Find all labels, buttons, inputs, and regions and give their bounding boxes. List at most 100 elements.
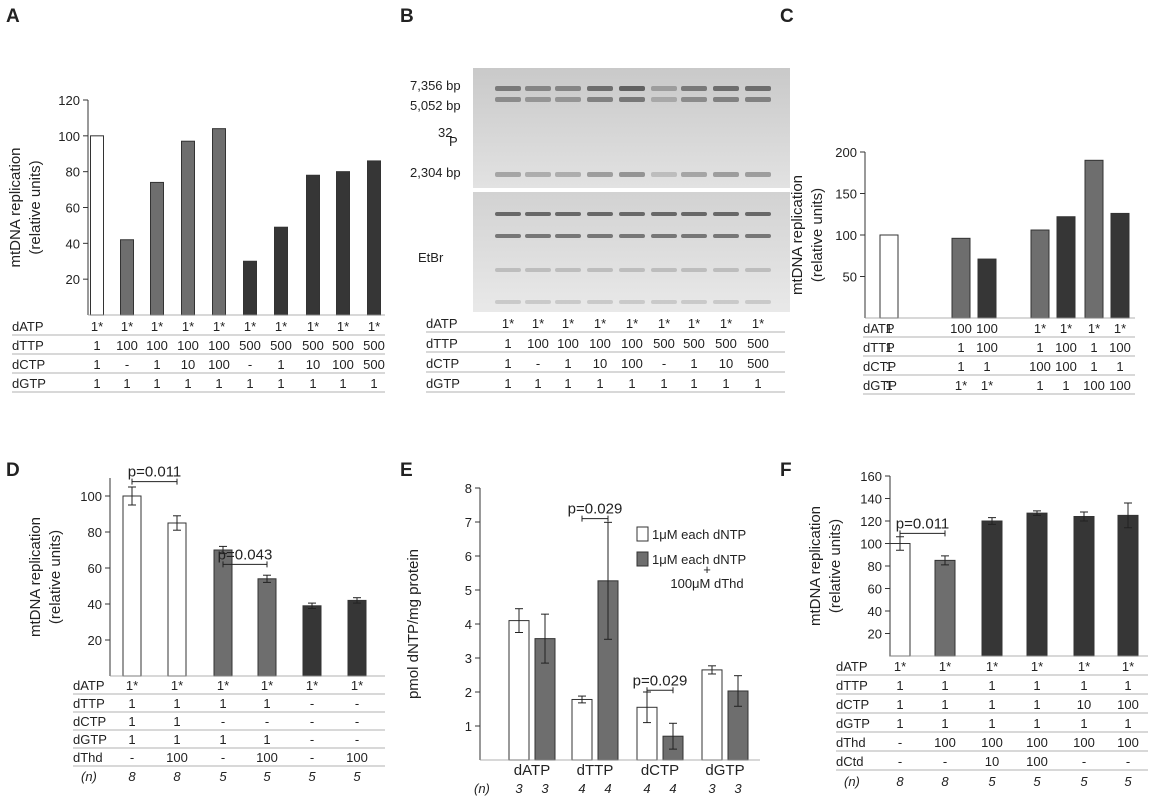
table-row-label: dGTP (863, 378, 897, 393)
table-cell: - (310, 750, 314, 765)
table-cell: 1 (596, 376, 603, 391)
table-cell: 1* (1034, 321, 1046, 336)
table-cell: 1 (628, 376, 635, 391)
gel-band (619, 300, 645, 304)
bar (347, 599, 367, 677)
bar (951, 237, 971, 319)
bar (302, 605, 322, 677)
table-cell: 1* (306, 678, 318, 693)
table-cell: 1 (123, 376, 130, 391)
bar (90, 135, 104, 316)
gel-band (681, 234, 707, 238)
table-cell: 1 (564, 356, 571, 371)
bar (879, 234, 899, 319)
gel-band (651, 97, 677, 102)
bar (1030, 229, 1050, 319)
y-tick-label: 7 (465, 515, 472, 530)
bar (701, 669, 723, 761)
y-tick-label: 80 (66, 165, 80, 180)
table-cell: 1* (1114, 321, 1126, 336)
gel-band (587, 172, 613, 177)
gel-panel-b: 7,356 bp 5,052 bp 2,304 bp 32 P EtBr dAT… (410, 68, 790, 393)
legend-label: + (703, 562, 711, 577)
n-value: 5 (263, 769, 271, 784)
table-cell: 100 (934, 735, 956, 750)
gel-band (713, 86, 739, 91)
gel-band (495, 212, 521, 216)
table-cell: 1* (562, 316, 574, 331)
table-cell: - (310, 732, 314, 747)
table-cell: - (265, 714, 269, 729)
gel-band (713, 300, 739, 304)
marker-7356: 7,356 bp (410, 78, 461, 93)
table-cell: 1* (894, 659, 906, 674)
legend-label: 100μM dThd (670, 576, 743, 591)
y-tick-label: 40 (868, 604, 882, 619)
table-cell: 500 (363, 357, 385, 372)
table-cell: 1 (690, 376, 697, 391)
table-cell: 100 (346, 750, 368, 765)
table-cell: 1* (91, 319, 103, 334)
table-cell: 1* (594, 316, 606, 331)
n-value: 8 (941, 774, 949, 789)
table-cell: 1 (690, 356, 697, 371)
table-cell: 1* (1122, 659, 1134, 674)
table-cell: 100 (1073, 735, 1095, 750)
table-cell: 1 (1080, 716, 1087, 731)
pvalue-label: p=0.011 (896, 515, 950, 532)
gel-band (745, 268, 771, 272)
gel-band (587, 97, 613, 102)
table-row-label: dATP (836, 659, 868, 674)
bar (1056, 216, 1076, 319)
table-cell: 100 (332, 357, 354, 372)
gel-band (555, 97, 581, 102)
y-tick-label: 100 (860, 537, 882, 552)
table-row-label: dTTP (836, 678, 868, 693)
table-row-label: dCtd (836, 754, 863, 769)
table-cell: 10 (306, 357, 320, 372)
table-cell: 1* (171, 678, 183, 693)
panel-label-a: A (6, 6, 20, 27)
table-cell: 1 (309, 376, 316, 391)
table-cell: 1 (885, 378, 892, 393)
gel-band (619, 212, 645, 216)
table-cell: 1 (128, 696, 135, 711)
gel-band (555, 234, 581, 238)
table-cell: 1* (151, 319, 163, 334)
bar (336, 171, 350, 316)
table-cell: 1 (1033, 716, 1040, 731)
table-cell: 100 (256, 750, 278, 765)
panel-label-c: C (780, 6, 794, 27)
table-cell: 1 (1033, 678, 1040, 693)
table-cell: 10 (593, 356, 607, 371)
y-axis-title: mtDNA replication (807, 506, 824, 626)
gel-band (525, 172, 551, 177)
y-tick-label: 20 (66, 272, 80, 287)
table-cell: - (1082, 754, 1086, 769)
table-cell: 1* (244, 319, 256, 334)
gel-band (587, 234, 613, 238)
y-tick-label: 140 (860, 492, 882, 507)
y-tick-label: 150 (835, 187, 857, 202)
table-cell: 500 (332, 338, 354, 353)
gel-band (745, 234, 771, 238)
table-cell: 1 (1033, 697, 1040, 712)
y-tick-label: 60 (868, 582, 882, 597)
bar (934, 559, 956, 657)
table-cell: 1 (1080, 678, 1087, 693)
x-category-label: dTTP (577, 762, 614, 779)
table-cell: 100 (1109, 340, 1131, 355)
table-cell: 1* (217, 678, 229, 693)
label-32p-superscript: 32 (438, 125, 452, 140)
table-cell: 100 (1029, 359, 1051, 374)
y-axis-title: pmol dNTP/mg protein (405, 549, 422, 699)
gel-band (587, 86, 613, 91)
gel-band (681, 268, 707, 272)
table-cell: 1 (988, 716, 995, 731)
y-tick-label: 20 (868, 627, 882, 642)
table-cell: 500 (747, 356, 769, 371)
panel-label-b: B (400, 6, 414, 27)
y-tick-label: 100 (80, 489, 102, 504)
table-cell: 10 (719, 356, 733, 371)
bar (508, 620, 530, 761)
